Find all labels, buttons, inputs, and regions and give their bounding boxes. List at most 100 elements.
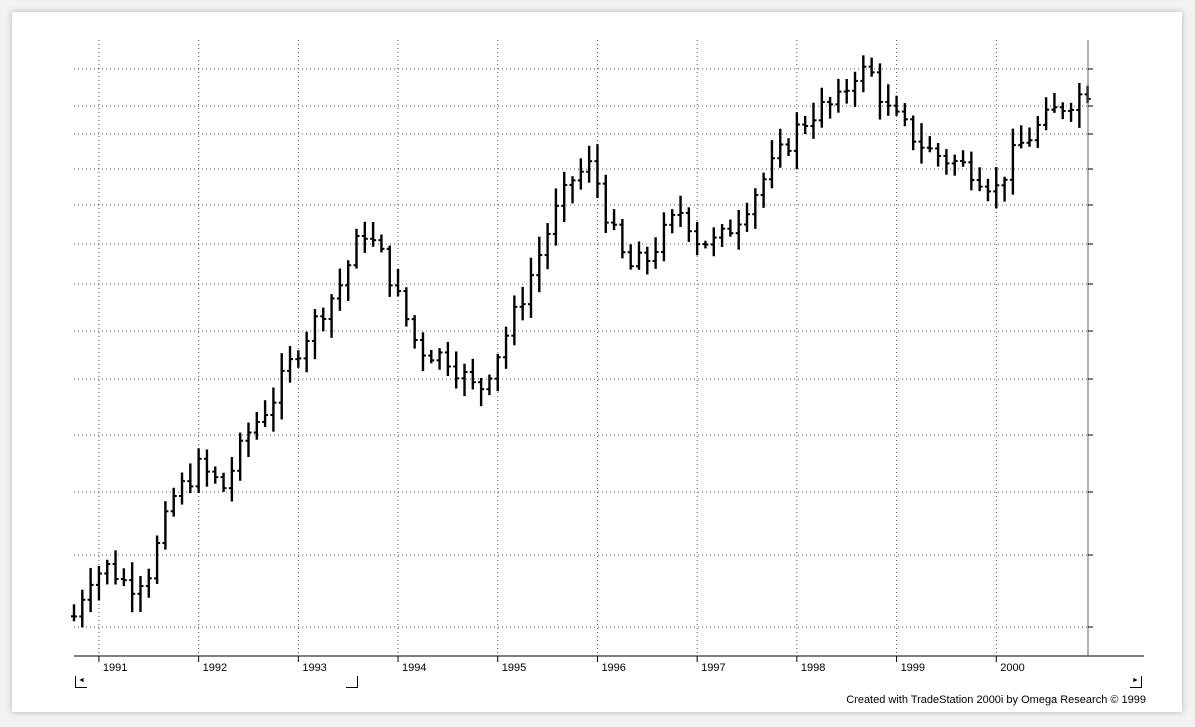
price-bar xyxy=(154,535,161,585)
price-bar xyxy=(943,149,950,175)
price-bar xyxy=(87,567,94,613)
price-bar xyxy=(802,115,809,135)
scroll-left-button[interactable]: ◄ xyxy=(75,676,87,688)
price-bar xyxy=(694,221,701,256)
price-bar xyxy=(228,456,235,502)
price-bar xyxy=(137,576,144,612)
price-bar xyxy=(395,268,402,297)
price-bar xyxy=(419,332,426,372)
price-bar xyxy=(494,353,501,392)
price-bar xyxy=(619,219,626,259)
price-bar xyxy=(1068,102,1075,122)
price-bar xyxy=(901,103,908,127)
x-tick-label: 1992 xyxy=(203,662,227,674)
price-bar xyxy=(1034,116,1041,148)
x-axis-tick-labels: 1991 1992 1993 1994 1995 1996 1997 1998 1999 2000 xyxy=(98,656,1025,674)
price-bar xyxy=(1059,102,1066,120)
price-bar xyxy=(461,363,468,397)
price-bar xyxy=(611,209,618,231)
price-bar xyxy=(120,568,127,586)
x-tick-label: 2000 xyxy=(1000,662,1024,674)
price-bar xyxy=(303,331,310,373)
price-bar xyxy=(1018,125,1025,149)
price-bar xyxy=(810,102,817,139)
price-bar xyxy=(627,244,634,270)
price-bar xyxy=(968,151,975,191)
price-bar xyxy=(170,487,177,517)
price-bar xyxy=(544,223,551,270)
price-bar xyxy=(262,400,269,428)
scroll-marker-button[interactable] xyxy=(346,676,358,688)
price-bar xyxy=(220,472,227,492)
price-bar xyxy=(179,472,186,505)
price-bar xyxy=(270,387,277,432)
price-bar xyxy=(129,562,136,613)
price-bar xyxy=(187,463,194,494)
price-bar xyxy=(735,209,742,250)
price-bar xyxy=(503,326,510,369)
price-bar xyxy=(702,240,709,249)
x-tick-label: 1991 xyxy=(103,662,127,674)
price-bar xyxy=(336,268,343,311)
price-bar xyxy=(386,245,393,297)
price-bar xyxy=(935,142,942,167)
price-bar xyxy=(486,374,493,396)
price-bar xyxy=(960,150,967,167)
x-tick-label: 1998 xyxy=(801,662,825,674)
price-bar xyxy=(793,112,800,170)
price-bar xyxy=(403,287,410,327)
price-bar xyxy=(951,154,958,176)
price-bar xyxy=(677,195,684,227)
price-bar xyxy=(635,241,642,270)
price-bar xyxy=(727,219,734,237)
price-bar xyxy=(852,71,859,107)
price-bar xyxy=(752,188,759,229)
price-bar xyxy=(378,234,385,253)
price-bar xyxy=(885,84,892,116)
price-bar xyxy=(644,246,651,275)
price-bar xyxy=(918,123,925,164)
price-bar xyxy=(536,236,543,293)
price-bar xyxy=(195,448,202,494)
ohlc-chart: 1991 1992 1993 1994 1995 1996 1997 1998 1999 2000 xyxy=(71,40,1144,674)
grid xyxy=(74,40,1088,656)
price-bar xyxy=(95,565,102,601)
price-bar xyxy=(212,466,219,484)
price-bar xyxy=(511,295,518,346)
price-bar xyxy=(744,202,751,232)
price-bar xyxy=(669,209,676,234)
price-bar xyxy=(976,167,983,192)
price-bar xyxy=(652,237,659,269)
x-tick-label: 1996 xyxy=(601,662,625,674)
axes xyxy=(74,40,1144,657)
price-bar xyxy=(411,315,418,349)
x-tick-label: 1995 xyxy=(502,662,526,674)
price-bar xyxy=(478,377,485,407)
price-bar xyxy=(469,358,476,390)
price-bar xyxy=(436,348,443,370)
price-bar xyxy=(586,145,593,183)
price-bar xyxy=(552,188,559,246)
price-bar xyxy=(818,87,825,128)
price-bar xyxy=(295,350,302,368)
price-bar xyxy=(428,349,435,364)
price-bar xyxy=(278,353,285,420)
price-bar xyxy=(320,307,327,332)
price-bar xyxy=(760,172,767,208)
price-bar xyxy=(719,224,726,247)
x-tick-label: 1999 xyxy=(901,662,925,674)
price-bar xyxy=(145,568,152,598)
price-bar xyxy=(162,501,169,550)
price-bar xyxy=(328,294,335,338)
price-bar xyxy=(685,207,692,242)
price-bar xyxy=(345,260,352,301)
price-bar xyxy=(104,559,111,585)
price-bar xyxy=(594,144,601,199)
price-bar xyxy=(843,78,850,104)
price-bar xyxy=(237,432,244,481)
price-bar xyxy=(569,176,576,204)
price-bar xyxy=(827,96,834,119)
price-bar xyxy=(785,138,792,156)
price-bar xyxy=(287,345,294,383)
scroll-right-button[interactable]: ► xyxy=(1130,676,1142,688)
